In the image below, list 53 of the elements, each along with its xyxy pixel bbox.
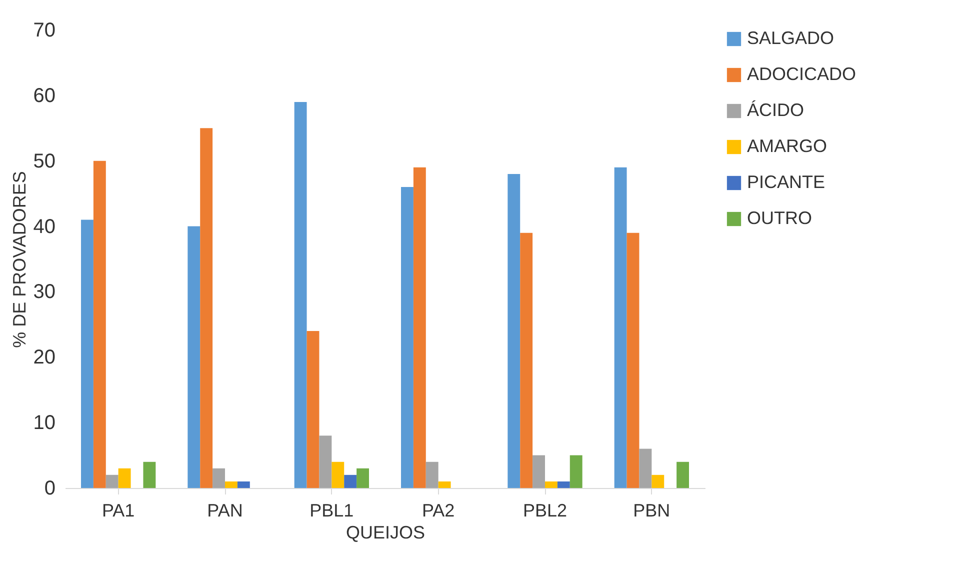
bar: [118, 468, 131, 488]
bar: [344, 474, 357, 488]
x-tick-label: PBN: [633, 500, 670, 520]
bar: [200, 128, 213, 488]
bar: [225, 481, 238, 488]
bar: [639, 448, 652, 488]
bar: [676, 462, 689, 488]
bar: [332, 462, 344, 488]
y-tick-label: 50: [33, 150, 56, 172]
y-tick-label: 60: [33, 84, 56, 107]
y-tick-label: 40: [33, 216, 56, 238]
bar: [570, 455, 582, 488]
bar: [319, 436, 332, 488]
bar: [614, 167, 627, 488]
bar: [401, 187, 414, 488]
bar: [508, 174, 520, 488]
legend-label: PICANTE: [747, 172, 826, 192]
y-tick-label: 70: [33, 20, 56, 42]
y-tick-label: 20: [33, 346, 56, 369]
legend-label: SALGADO: [747, 28, 834, 48]
x-tick-label: PBL1: [310, 500, 354, 520]
bar: [545, 481, 558, 488]
bar: [294, 102, 307, 488]
bar: [356, 468, 369, 488]
x-axis-title: QUEIJOS: [346, 522, 426, 542]
y-tick-label: 30: [33, 281, 56, 304]
bar: [626, 232, 640, 488]
legend-label: OUTRO: [747, 208, 812, 228]
legend-label: AMARGO: [747, 136, 828, 156]
y-tick-label: 0: [44, 478, 56, 500]
x-tick-label: PA2: [422, 500, 455, 520]
bar: [81, 220, 94, 488]
legend-label: ADOCICADO: [747, 64, 856, 84]
legend-label: ÁCIDO: [747, 100, 804, 120]
bar: [212, 468, 225, 488]
bar: [426, 462, 438, 488]
bar: [93, 160, 106, 488]
bar: [188, 226, 200, 488]
bar: [520, 232, 533, 488]
bar: [532, 455, 545, 488]
y-axis-title: % DE PROVADORES: [9, 171, 30, 348]
bar: [106, 474, 118, 488]
bar: [143, 462, 156, 488]
bar: [237, 481, 250, 488]
bar: [557, 481, 570, 488]
bar: [652, 474, 664, 488]
x-tick-label: PA1: [102, 500, 135, 520]
bar: [306, 330, 320, 488]
x-tick-label: PAN: [207, 500, 243, 520]
x-tick-label: PBL2: [522, 500, 568, 520]
y-tick-label: 10: [33, 412, 56, 434]
bar: [413, 167, 426, 488]
bar: [438, 481, 451, 488]
